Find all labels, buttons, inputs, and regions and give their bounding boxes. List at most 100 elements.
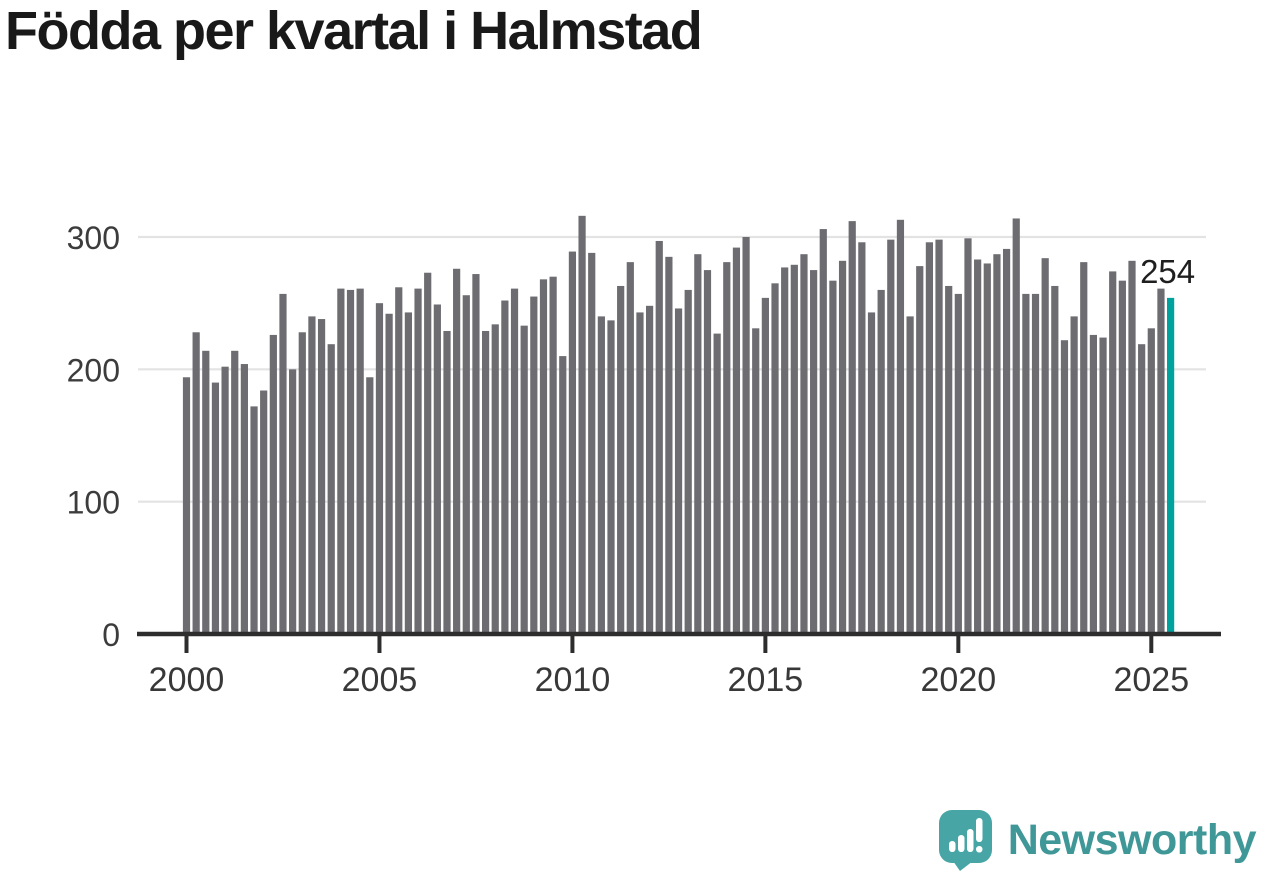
bar-2010-Q3 — [588, 252, 596, 634]
bar-2016-Q3 — [819, 229, 827, 634]
bar-2010-Q2 — [578, 215, 586, 634]
bar-2009-Q2 — [539, 279, 548, 634]
bar-2017-Q3 — [858, 242, 866, 635]
bar-2011-Q2 — [617, 285, 625, 634]
latest-value-annotation: 254 — [1140, 253, 1195, 290]
branding: Newsworthy — [938, 809, 1257, 871]
bar-2023-Q4 — [1099, 337, 1107, 634]
bar-2003-Q1 — [298, 332, 306, 634]
bar-2018-Q4 — [906, 316, 914, 634]
bar-2024-Q2 — [1118, 280, 1126, 634]
bar-2007-Q3 — [472, 274, 480, 634]
logo-bar-small — [948, 841, 956, 852]
bar-2020-Q3 — [974, 259, 982, 634]
bar-2004-Q3 — [356, 288, 364, 634]
bar-2008-Q3 — [510, 288, 519, 634]
bar-2012-Q3 — [665, 256, 673, 634]
bar-2015-Q3 — [781, 267, 789, 634]
bar-2000-Q3 — [202, 350, 210, 634]
bar-2015-Q1 — [761, 297, 769, 634]
bar-2004-Q1 — [337, 288, 345, 634]
bar-2008-Q2 — [501, 300, 509, 634]
bar-2000-Q1 — [182, 377, 191, 634]
bar-2023-Q3 — [1089, 334, 1098, 634]
bar-2019-Q3 — [935, 239, 943, 634]
bar-2022-Q1 — [1031, 293, 1040, 634]
bar-2002-Q4 — [289, 369, 297, 634]
y-tick-label-300: 300 — [67, 220, 120, 256]
bar-2021-Q2 — [1002, 248, 1011, 634]
bar-2019-Q1 — [916, 266, 924, 634]
bar-2002-Q2 — [269, 334, 277, 634]
bar-2006-Q1 — [414, 288, 422, 634]
chart-title: Födda per kvartal i Halmstad — [5, 1, 703, 61]
bar-2022-Q4 — [1060, 340, 1069, 634]
bar-2006-Q4 — [443, 330, 451, 634]
bar-2004-Q2 — [346, 289, 355, 634]
bar-2014-Q2 — [732, 247, 741, 634]
bar-2017-Q4 — [867, 312, 876, 634]
bar-2021-Q3 — [1012, 218, 1020, 634]
logo-exclamation-bar — [975, 818, 983, 842]
bar-2021-Q4 — [1022, 293, 1030, 634]
bar-2024-Q4 — [1138, 344, 1146, 634]
bar-2008-Q4 — [520, 325, 528, 634]
bar-2007-Q2 — [462, 295, 470, 634]
bar-2016-Q2 — [810, 270, 818, 634]
bar-2007-Q4 — [481, 330, 490, 634]
newsworthy-logo-icon — [938, 810, 992, 871]
y-tick-label-200: 200 — [67, 352, 120, 388]
bar-2021-Q1 — [993, 254, 1001, 634]
bar-2025-Q1 — [1147, 328, 1155, 634]
bar-2005-Q1 — [375, 303, 384, 634]
logo-bubble — [938, 810, 992, 863]
bar-2019-Q2 — [925, 242, 933, 635]
bar-2023-Q1 — [1070, 316, 1078, 634]
bar-2011-Q4 — [636, 312, 644, 634]
bar-2022-Q3 — [1051, 285, 1059, 634]
bar-2003-Q3 — [317, 319, 326, 634]
bar-2017-Q2 — [848, 221, 856, 634]
x-tick-label-2025: 2025 — [1113, 661, 1189, 699]
bar-2018-Q1 — [877, 289, 885, 634]
newsworthy-wordmark: Newsworthy — [1007, 815, 1257, 864]
bar-2016-Q1 — [800, 254, 808, 634]
bar-2000-Q4 — [211, 382, 220, 634]
bar-2012-Q4 — [674, 308, 683, 634]
logo-bar-medium — [957, 835, 965, 852]
bar-2018-Q3 — [896, 219, 905, 635]
bar-2011-Q1 — [607, 320, 615, 634]
logo-bar-large — [966, 829, 974, 852]
bar-2022-Q2 — [1041, 258, 1049, 634]
bar-2005-Q4 — [404, 312, 412, 634]
bar-2014-Q4 — [752, 328, 760, 634]
bar-2000-Q2 — [192, 332, 200, 634]
bar-2005-Q3 — [395, 287, 403, 634]
bar-chart: 2000 2005 2010 2015 2020 2025 0 100 200 300 254 — [67, 215, 1221, 699]
bar-2008-Q1 — [491, 324, 499, 634]
bar-2018-Q2 — [887, 239, 895, 634]
bar-2006-Q3 — [433, 304, 441, 634]
bar-2002-Q3 — [279, 293, 287, 634]
x-tick-label-2020: 2020 — [921, 661, 997, 699]
x-tick-label-2015: 2015 — [728, 661, 804, 699]
logo-bubble-tail — [952, 861, 973, 871]
bar-2001-Q3 — [240, 364, 248, 634]
bar-2006-Q2 — [424, 272, 432, 634]
bar-2001-Q1 — [221, 366, 229, 634]
bar-2019-Q4 — [945, 285, 953, 634]
bar-2007-Q1 — [453, 268, 461, 634]
x-tick-label-2005: 2005 — [342, 661, 418, 699]
bar-2013-Q4 — [713, 333, 721, 634]
bar-2012-Q1 — [646, 305, 654, 634]
bar-2001-Q2 — [231, 350, 239, 634]
bar-2013-Q3 — [703, 270, 712, 634]
bar-2023-Q2 — [1080, 262, 1088, 634]
bar-2016-Q4 — [829, 280, 837, 634]
bar-2009-Q1 — [530, 296, 538, 634]
bar-2010-Q1 — [568, 251, 577, 634]
bar-2009-Q4 — [559, 356, 567, 634]
bar-2003-Q4 — [327, 344, 335, 634]
bar-2009-Q3 — [549, 276, 557, 634]
